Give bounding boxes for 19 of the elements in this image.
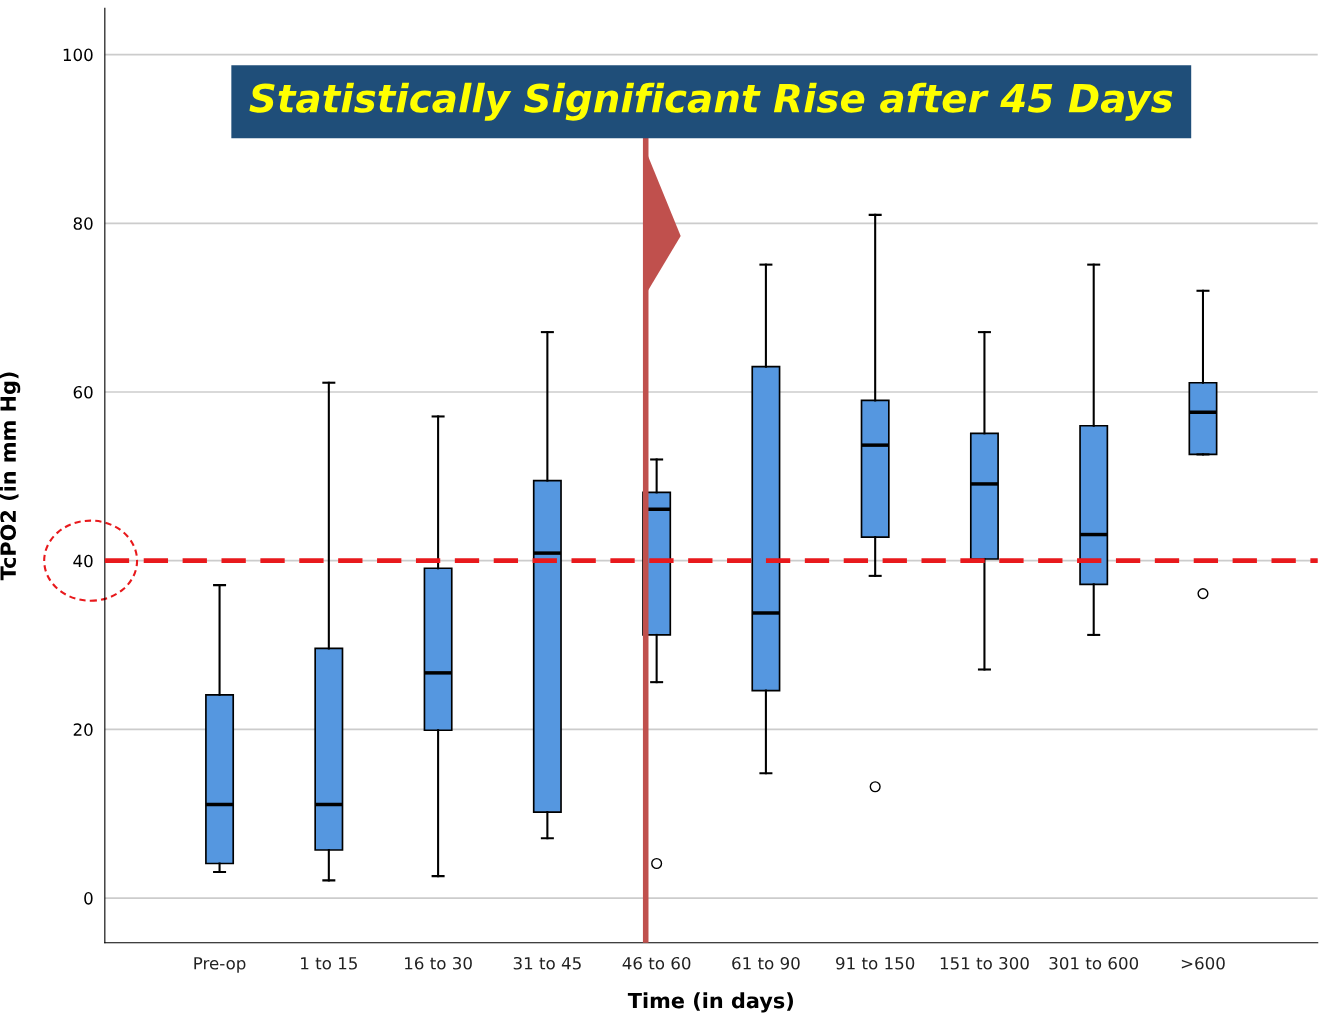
annotation: Statistically Significant Rise after 45 Days — [249, 82, 1173, 121]
y-tick-label: 60 — [73, 385, 93, 399]
x-tick-label: 1 to 15 — [301, 957, 357, 970]
y-tick-label: 20 — [73, 723, 93, 736]
x-tick-label: 301 to 600 — [1049, 956, 1139, 970]
y-tick-label: 0 — [84, 892, 93, 905]
y-axis-title: TcPO2 (in mm Hg) — [0, 372, 21, 581]
x-tick-label: Pre-op — [194, 957, 246, 973]
y-tick-label: 40 — [73, 554, 93, 568]
x-tick-label: 46 to 60 — [622, 956, 691, 970]
x-tick-label: >600 — [1181, 956, 1225, 970]
x-tick-label: 151 to 300 — [940, 956, 1029, 970]
x-tick-label: 31 to 45 — [513, 956, 581, 970]
x-tick-label: 16 to 30 — [405, 956, 472, 970]
x-tick-label: 91 to 150 — [836, 956, 915, 970]
x-tick-label: 61 to 90 — [732, 956, 800, 970]
y-tick-label: 80 — [73, 217, 93, 230]
y-tick-label: 100 — [63, 48, 93, 62]
x-axis-title: Time (in days) — [627, 992, 793, 1013]
